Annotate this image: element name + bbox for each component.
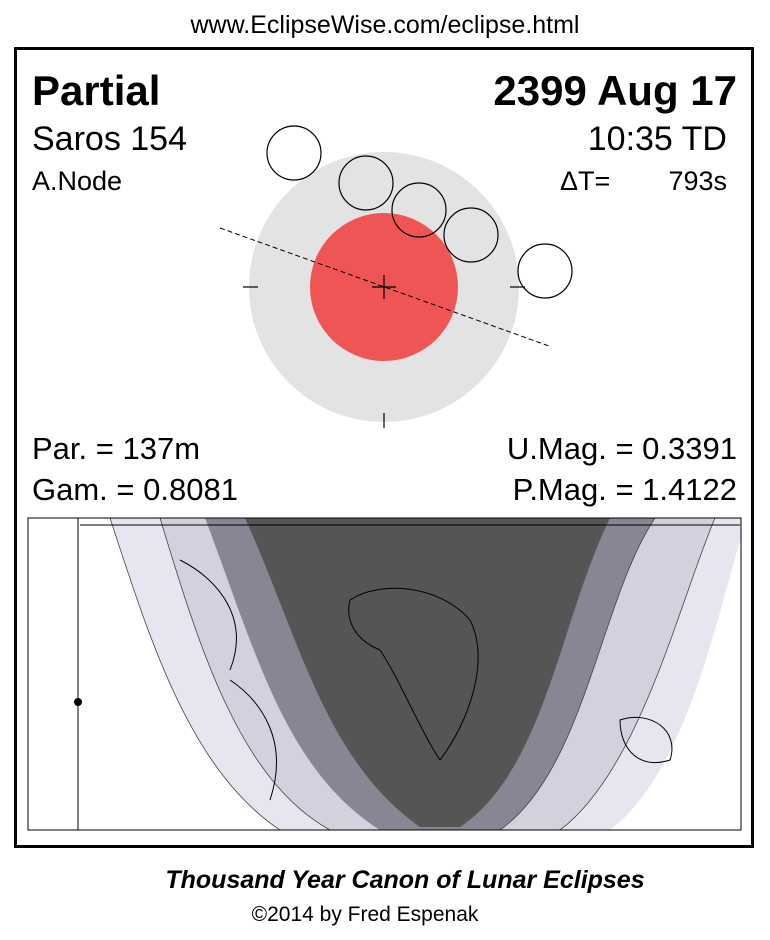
moon-positions [266,125,573,299]
parameter: Par. = 137m [32,431,200,466]
url: www.EclipseWise.com/eclipse.html [190,11,580,39]
eclipse-diagram [219,125,573,428]
footer-title: Thousand Year Canon of Lunar Eclipses [165,866,644,894]
delta-t-value: 793s [668,166,727,196]
parameter: Gam. = 0.8081 [32,472,238,507]
time: 10:35 TD [588,120,727,158]
node: A.Node [32,166,122,196]
eclipse-type: Partial [32,67,160,114]
axis-ticks [243,275,525,428]
world-map [27,517,742,831]
parameter: U.Mag. = 0.3391 [507,431,737,466]
parameter: P.Mag. = 1.4122 [513,472,737,507]
frame [14,47,754,848]
copyright: ©2014 by Fred Espenak [252,903,479,926]
eclipse-date: 2399 Aug 17 [493,67,737,114]
saros: Saros 154 [32,120,187,158]
moon-path [219,227,550,347]
delta-t-label: ΔT= [560,166,610,196]
